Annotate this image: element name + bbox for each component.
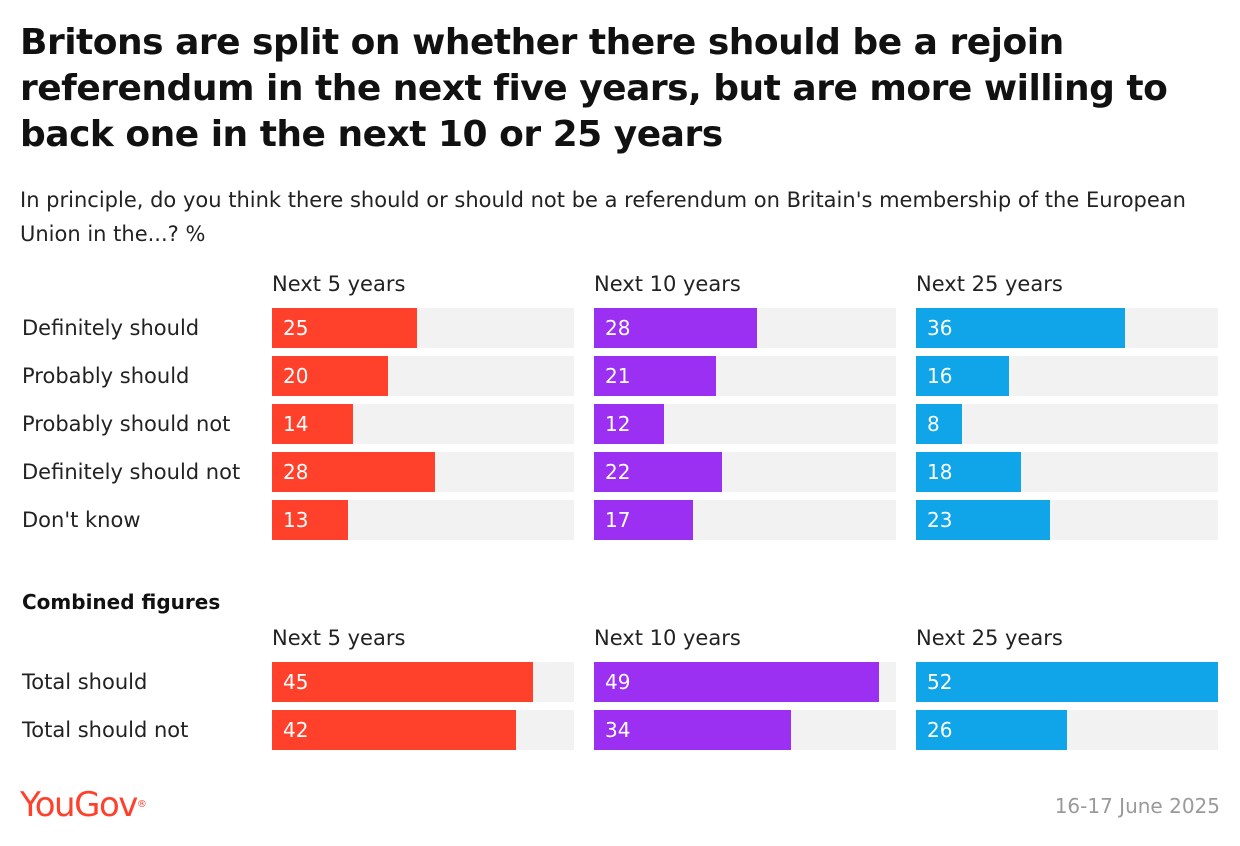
- bar-value-label: 34: [605, 718, 631, 742]
- bar-track: 28: [594, 308, 896, 348]
- bar-value-label: 18: [927, 460, 953, 484]
- bar-track: 25: [272, 308, 574, 348]
- bar-value-label: 22: [605, 460, 631, 484]
- row-label-probably-should: Probably should: [22, 364, 190, 388]
- bar-next-10-years-definitely-should-not: [594, 452, 722, 492]
- bar-next-5-years-total-should: [272, 662, 533, 702]
- bar-value-label: 17: [605, 508, 631, 532]
- logo-text: YouGov: [20, 785, 138, 825]
- bar-track: 28: [272, 452, 574, 492]
- bar-next-10-years-total-should: [594, 662, 879, 702]
- bar-value-label: 49: [605, 670, 631, 694]
- bar-next-25-years-total-should: [916, 662, 1218, 702]
- bar-value-label: 8: [927, 412, 940, 436]
- registered-mark: ®: [136, 799, 147, 810]
- row-label-don-t-know: Don't know: [22, 508, 141, 532]
- chart-subtitle: In principle, do you think there should …: [20, 188, 1186, 246]
- bar-next-10-years-don-t-know: [594, 500, 693, 540]
- bar-next-5-years-total-should-not: [272, 710, 516, 750]
- bar-track: 26: [916, 710, 1218, 750]
- row-label-definitely-should: Definitely should: [22, 316, 200, 340]
- bar-track: 42: [272, 710, 574, 750]
- bar-track: 45: [272, 662, 574, 702]
- bar-next-10-years-definitely-should: [594, 308, 757, 348]
- bar-track: 8: [916, 404, 1218, 444]
- column-header-next-10-years: Next 10 years: [594, 272, 741, 296]
- bar-track: 34: [594, 710, 896, 750]
- bar-track: 49: [594, 662, 896, 702]
- bar-value-label: 26: [927, 718, 953, 742]
- row-label-total-should-not: Total should not: [22, 718, 189, 742]
- bar-value-label: 20: [283, 364, 309, 388]
- bar-track: 52: [916, 662, 1218, 702]
- bar-track: 36: [916, 308, 1218, 348]
- bar-next-25-years-definitely-should: [916, 308, 1125, 348]
- bar-next-25-years-definitely-should-not: [916, 452, 1021, 492]
- row-label-probably-should-not: Probably should not: [22, 412, 231, 436]
- bar-track: 17: [594, 500, 896, 540]
- bar-next-5-years-definitely-should: [272, 308, 417, 348]
- bar-next-25-years-total-should-not: [916, 710, 1067, 750]
- column-header-next-25-years: Next 25 years: [916, 272, 1063, 296]
- row-label-definitely-should-not: Definitely should not: [22, 460, 241, 484]
- yougov-logo: YouGov®: [20, 784, 147, 826]
- bar-next-5-years-don-t-know: [272, 500, 348, 540]
- bar-value-label: 28: [605, 316, 631, 340]
- fieldwork-date: 16-17 June 2025: [1054, 794, 1220, 818]
- bar-value-label: 42: [283, 718, 309, 742]
- column-header-next-5-years: Next 5 years: [272, 272, 406, 296]
- bar-next-25-years-don-t-know: [916, 500, 1050, 540]
- bar-next-25-years-probably-should: [916, 356, 1009, 396]
- bar-track: 23: [916, 500, 1218, 540]
- bar-value-label: 12: [605, 412, 631, 436]
- bar-track: 16: [916, 356, 1218, 396]
- bar-value-label: 16: [927, 364, 953, 388]
- bar-value-label: 25: [283, 316, 309, 340]
- combined-figures-label: Combined figures: [22, 590, 221, 614]
- bar-track: 20: [272, 356, 574, 396]
- bar-value-label: 45: [283, 670, 309, 694]
- column-header-next-10-years: Next 10 years: [594, 626, 741, 650]
- bar-next-5-years-probably-should-not: [272, 404, 353, 444]
- bar-next-25-years-probably-should-not: [916, 404, 962, 444]
- bar-value-label: 52: [927, 670, 953, 694]
- bar-track: 12: [594, 404, 896, 444]
- bar-next-5-years-definitely-should-not: [272, 452, 435, 492]
- bar-value-label: 14: [283, 412, 309, 436]
- bar-value-label: 23: [927, 508, 953, 532]
- row-label-total-should: Total should: [22, 670, 148, 694]
- bar-track: 22: [594, 452, 896, 492]
- bar-track: 18: [916, 452, 1218, 492]
- bar-value-label: 36: [927, 316, 953, 340]
- bar-value-label: 13: [283, 508, 309, 532]
- bar-track: 14: [272, 404, 574, 444]
- bar-value-label: 28: [283, 460, 309, 484]
- chart-title: Britons are split on whether there shoul…: [20, 22, 1168, 155]
- bar-next-5-years-probably-should: [272, 356, 388, 396]
- bar-track: 21: [594, 356, 896, 396]
- column-header-next-5-years: Next 5 years: [272, 626, 406, 650]
- column-header-next-25-years: Next 25 years: [916, 626, 1063, 650]
- bar-next-10-years-probably-should: [594, 356, 716, 396]
- bar-track: 13: [272, 500, 574, 540]
- bar-value-label: 21: [605, 364, 631, 388]
- bar-next-10-years-total-should-not: [594, 710, 791, 750]
- bar-next-10-years-probably-should-not: [594, 404, 664, 444]
